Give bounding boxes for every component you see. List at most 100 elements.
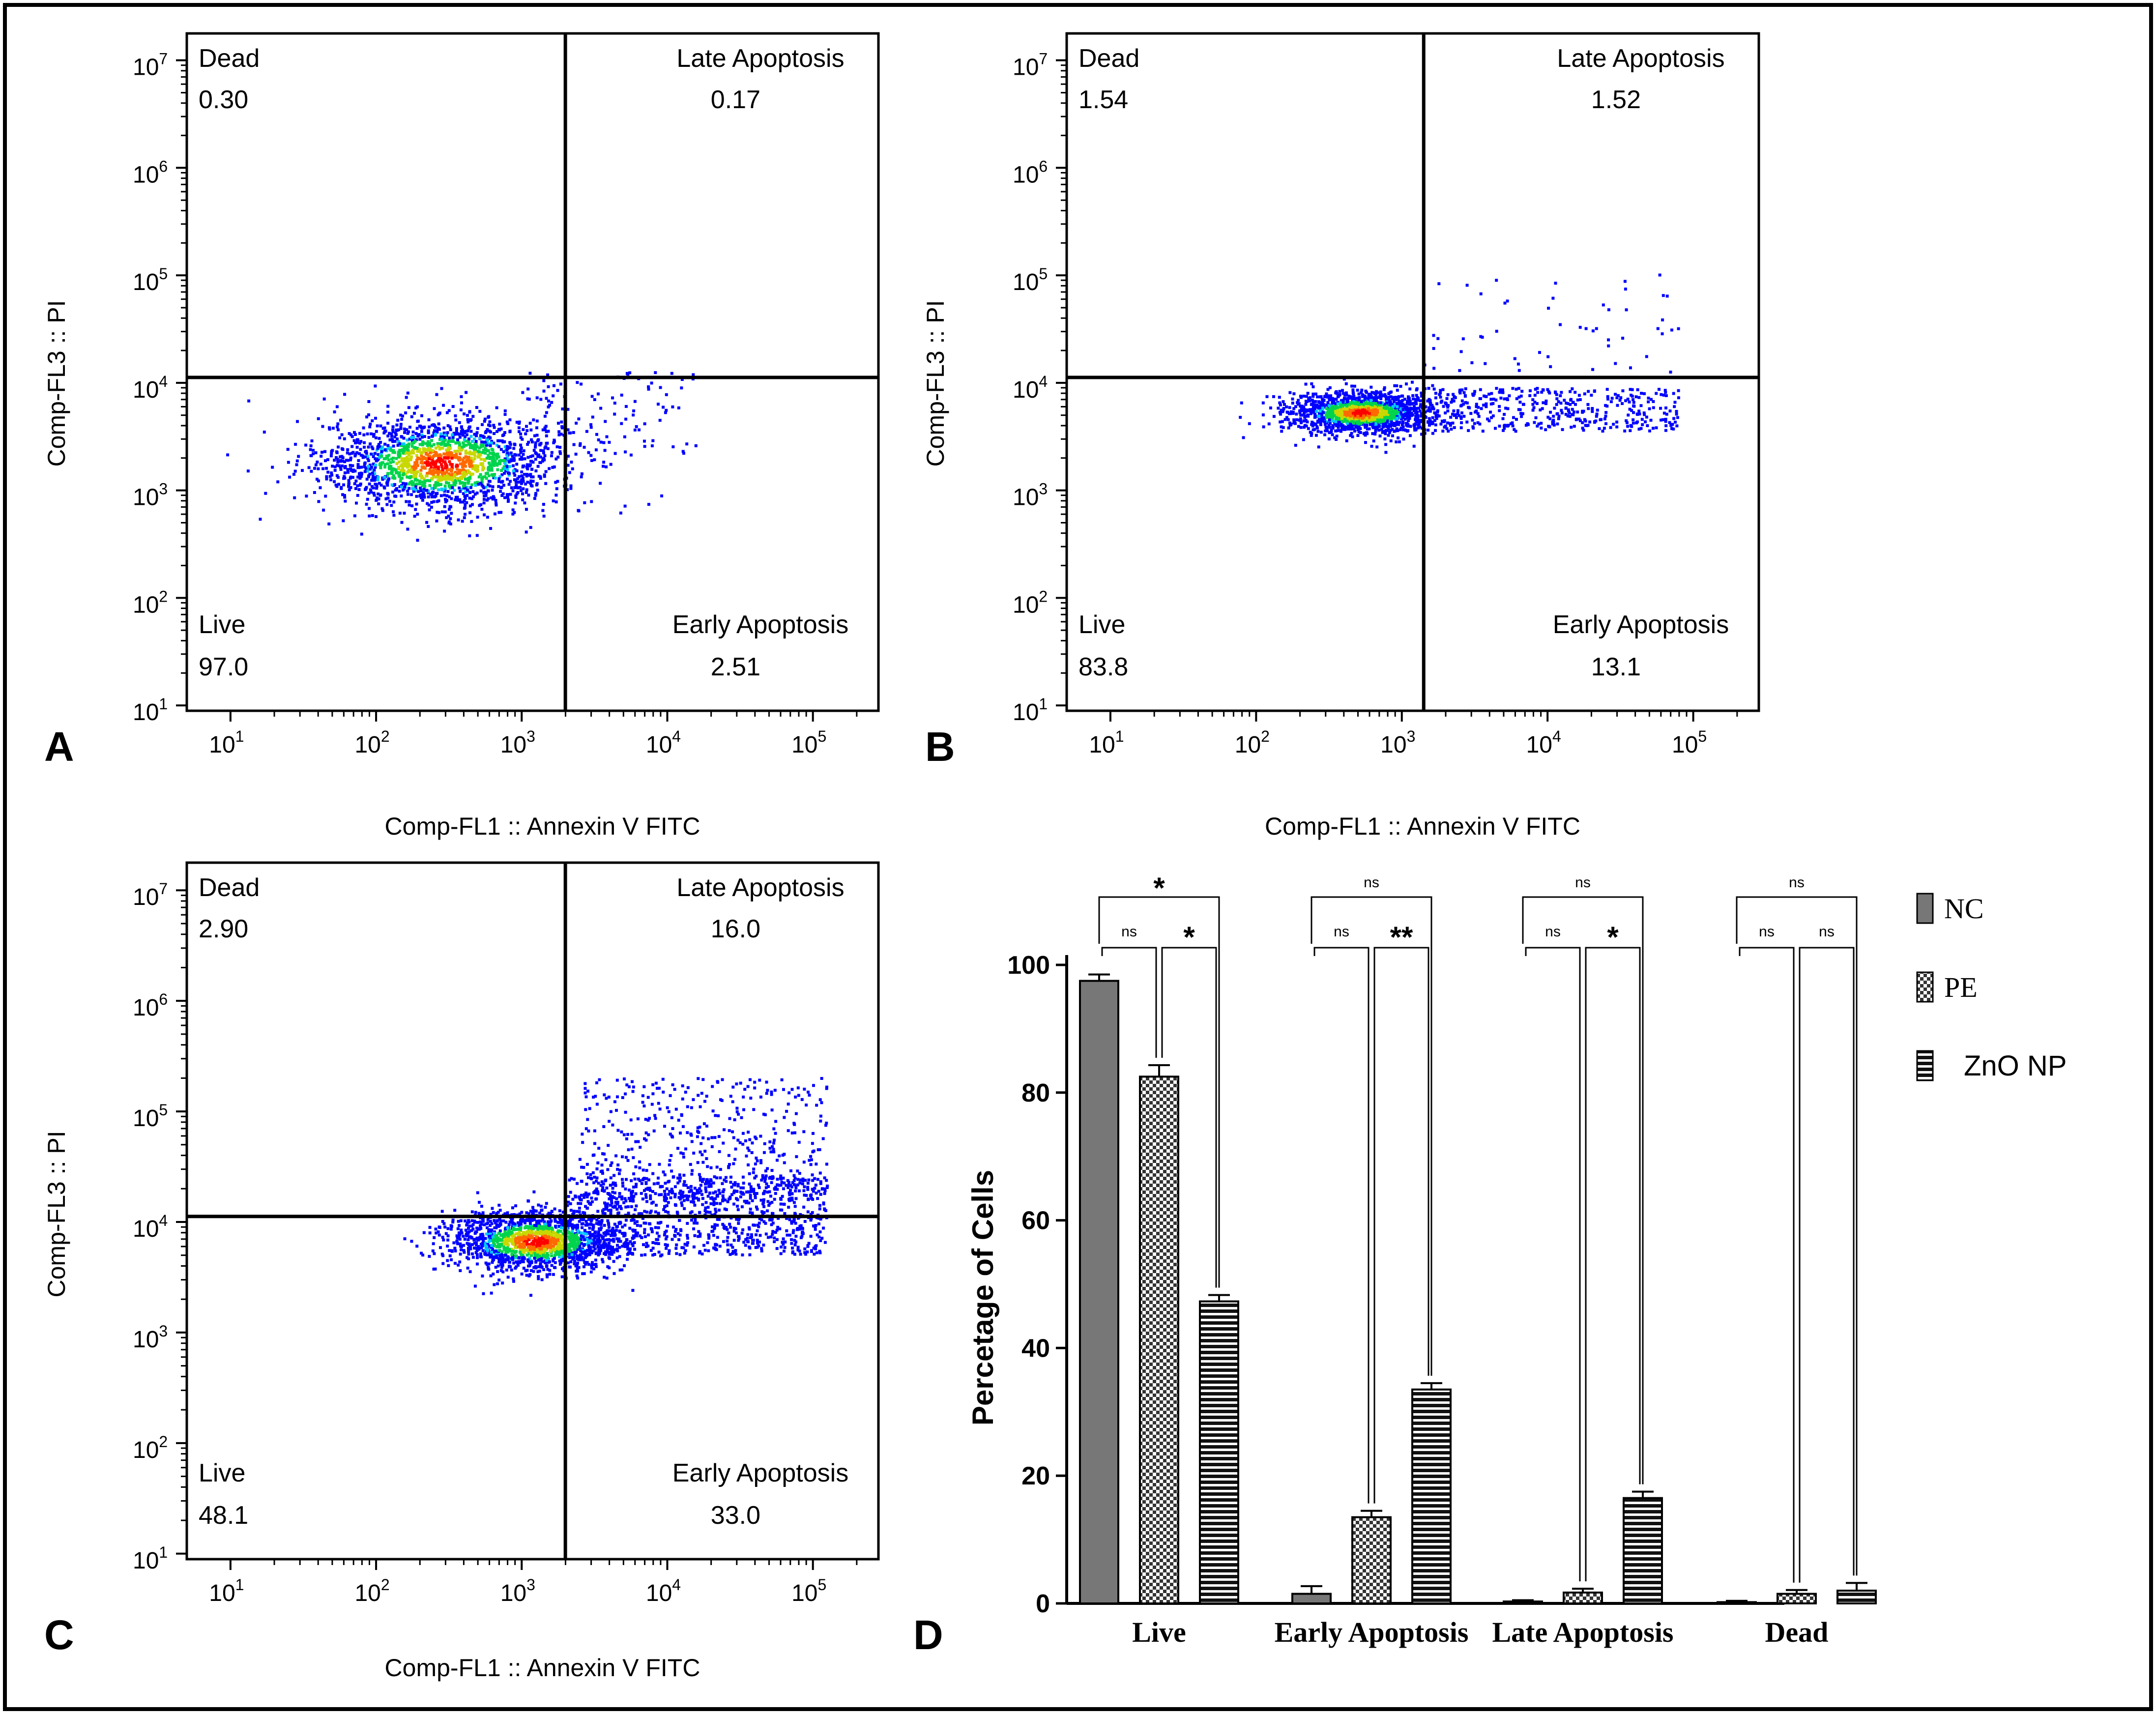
event-dot	[459, 490, 462, 493]
event-dot	[349, 456, 352, 460]
event-dot	[1553, 407, 1556, 410]
event-dot	[400, 476, 404, 480]
event-dot	[397, 471, 400, 475]
event-dot	[1408, 434, 1412, 437]
event-dot	[449, 522, 452, 525]
event-dot	[1404, 429, 1407, 432]
event-dot	[1300, 421, 1303, 424]
event-dot	[426, 442, 429, 445]
event-dot	[436, 431, 439, 434]
event-dot	[510, 486, 513, 490]
event-dot	[487, 1262, 491, 1266]
event-dot	[403, 452, 407, 455]
event-dot	[1434, 392, 1437, 395]
event-dot	[1285, 405, 1288, 408]
event-dot	[597, 438, 600, 441]
event-dot	[1334, 402, 1338, 406]
event-dot	[1391, 413, 1394, 417]
event-dot	[410, 1240, 413, 1243]
event-dot	[1405, 406, 1408, 408]
event-dot	[508, 1249, 511, 1252]
event-dot	[459, 446, 462, 450]
event-dot	[468, 1224, 471, 1228]
event-dot	[542, 379, 546, 382]
event-dot	[1632, 401, 1635, 404]
event-dot	[462, 474, 465, 478]
event-dot	[447, 481, 450, 485]
event-dot	[1408, 424, 1411, 428]
event-dot	[520, 446, 523, 450]
event-dot	[488, 429, 491, 433]
event-dot	[1386, 407, 1390, 410]
event-dot	[374, 483, 377, 486]
event-dot	[1584, 424, 1587, 427]
plot-frame	[1065, 32, 1760, 712]
event-dot	[569, 484, 573, 488]
event-dot	[463, 412, 466, 416]
event-dot	[1408, 417, 1411, 420]
event-dot	[1345, 414, 1349, 417]
event-dot	[1363, 410, 1367, 414]
event-dot	[395, 437, 399, 440]
event-dot	[497, 1251, 500, 1254]
event-dot	[1363, 394, 1366, 398]
event-dot	[412, 488, 416, 491]
event-dot	[435, 393, 438, 396]
event-dot	[492, 476, 495, 479]
event-dot	[1456, 412, 1459, 415]
event-dot	[439, 1246, 442, 1249]
event-dot	[530, 1219, 534, 1222]
event-dot	[1374, 430, 1377, 433]
event-dot	[447, 439, 450, 443]
event-dot	[477, 1245, 480, 1248]
event-dot	[454, 481, 457, 484]
event-dot	[411, 475, 414, 479]
event-dot	[1479, 397, 1482, 400]
event-dot	[375, 487, 379, 490]
event-dot	[1248, 422, 1251, 425]
event-dot	[529, 1294, 532, 1297]
event-dot	[589, 426, 593, 429]
event-dot	[1288, 391, 1292, 394]
event-dot	[1347, 406, 1350, 409]
event-dot	[1665, 412, 1668, 416]
event-dot	[312, 452, 315, 456]
event-dot	[528, 1256, 531, 1260]
event-dot	[670, 372, 673, 375]
event-dot	[509, 443, 512, 446]
event-dot	[1399, 426, 1403, 430]
event-dot	[475, 406, 478, 409]
event-dot	[1672, 417, 1676, 420]
event-dot	[1624, 288, 1627, 291]
event-dot	[503, 445, 507, 448]
event-dot	[553, 1235, 556, 1239]
event-dot	[341, 493, 345, 496]
event-dot	[1396, 388, 1399, 392]
event-dot	[1341, 420, 1344, 423]
event-dot	[434, 481, 437, 484]
event-dot	[1343, 404, 1346, 407]
event-dot	[510, 1234, 514, 1238]
event-dot	[367, 492, 371, 495]
event-dot	[1328, 398, 1331, 402]
event-dot	[1428, 424, 1431, 427]
event-dot	[369, 442, 372, 446]
event-dot	[544, 425, 548, 428]
event-dot	[1416, 414, 1420, 417]
event-dot	[386, 434, 390, 437]
event-dot	[418, 479, 422, 483]
event-dot	[331, 427, 335, 430]
event-dot	[310, 469, 313, 473]
quadrant-value-early: 13.1	[1591, 653, 1641, 681]
y-tick-label: 101	[133, 695, 168, 726]
event-dot	[366, 432, 369, 436]
event-dot	[520, 478, 524, 482]
event-dot	[1397, 402, 1400, 406]
event-dot	[379, 494, 382, 497]
event-dot	[587, 1243, 590, 1247]
event-dot	[1340, 407, 1344, 410]
event-dot	[1387, 434, 1390, 437]
event-dot	[1661, 418, 1665, 421]
event-dot	[1438, 393, 1441, 396]
event-dot	[1417, 397, 1420, 401]
